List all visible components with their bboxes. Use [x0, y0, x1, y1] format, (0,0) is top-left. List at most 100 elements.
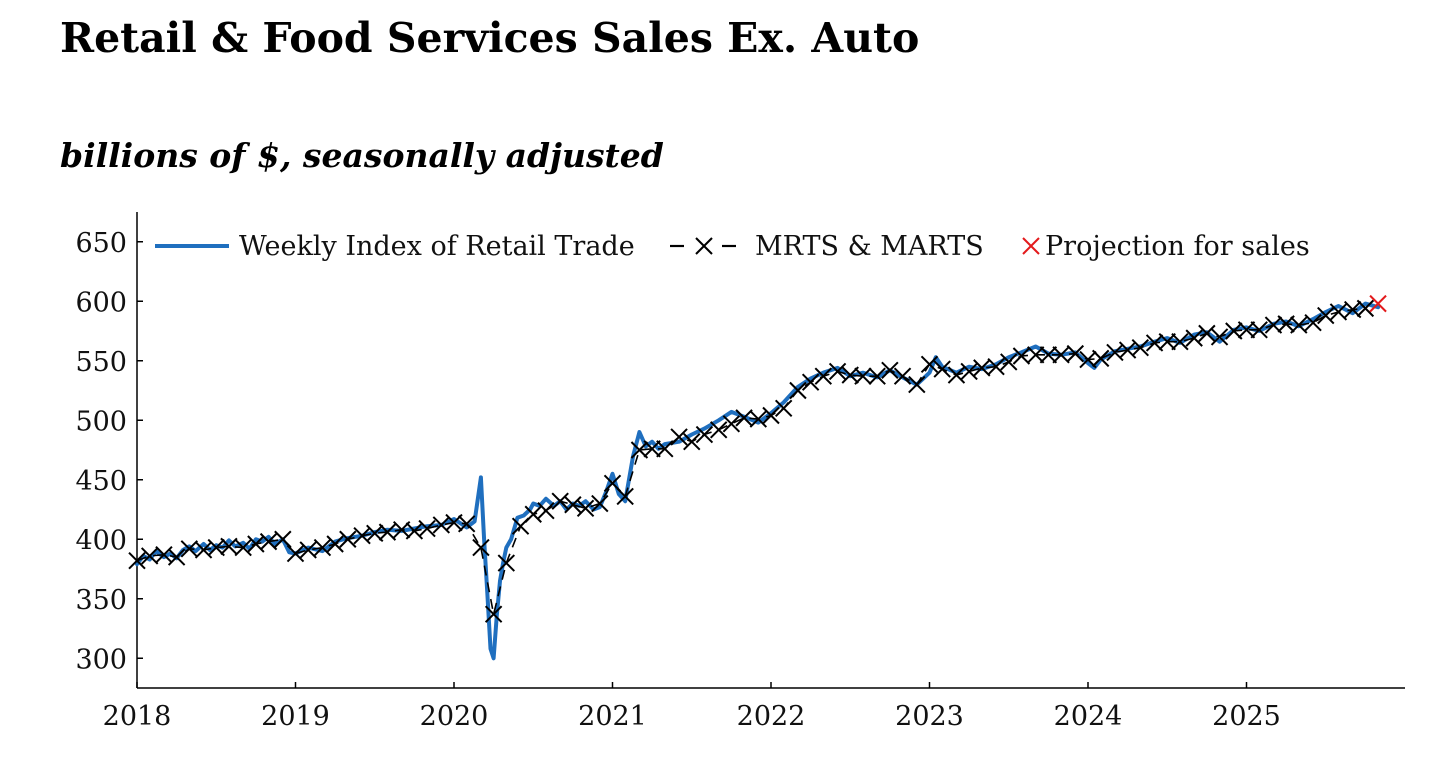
mrts-point-marker: [472, 538, 490, 557]
mrts-point-marker: [960, 362, 978, 381]
chart-title: Retail & Food Services Sales Ex. Auto: [60, 14, 920, 62]
legend-marker-mrts: [695, 237, 713, 255]
projection-point-marker: [1369, 294, 1387, 313]
y-tick-label-400: 400: [75, 525, 127, 556]
mrts-point-marker: [537, 501, 555, 520]
mrts-point-marker: [973, 359, 991, 377]
mrts-point-marker: [457, 515, 476, 533]
chart-subtitle: billions of $, seasonally adjusted: [60, 136, 664, 175]
mrts-point-marker: [591, 494, 609, 513]
mrts-point-marker: [1039, 346, 1058, 364]
mrts-point-marker: [1304, 313, 1322, 332]
y-tick-label-350: 350: [75, 585, 127, 616]
chart-axes: [136, 212, 1405, 689]
y-tick-label-650: 650: [75, 228, 127, 259]
y-tick-label-300: 300: [75, 644, 127, 675]
y-tick-label-500: 500: [75, 406, 127, 437]
mrts-point-marker: [683, 432, 701, 451]
legend-label-mrts: MRTS & MARTS: [755, 231, 984, 262]
mrts-point-marker: [524, 505, 542, 523]
mrts-point-marker: [656, 440, 674, 458]
x-tick-label-2024: 2024: [1054, 701, 1123, 732]
mrts-point-marker: [167, 548, 186, 566]
y-tick-label-450: 450: [75, 466, 127, 497]
mrts-point-marker: [128, 551, 146, 570]
mrts-point-marker: [1012, 347, 1031, 365]
mrts-point-marker: [1210, 328, 1229, 346]
mrts-point-marker: [564, 496, 582, 514]
x-tick-label-2025: 2025: [1212, 701, 1281, 732]
mrts-point-marker: [1356, 299, 1375, 318]
legend-label-weekly-index: Weekly Index of Retail Trade: [239, 231, 635, 262]
y-ticks: 300 350 400 450 500 550 600 650: [75, 228, 143, 675]
mrts-point-marker: [893, 367, 912, 385]
mrts-point-marker: [762, 406, 780, 425]
y-tick-label-600: 600: [75, 287, 127, 318]
x-tick-label-2023: 2023: [895, 701, 964, 732]
mrts-point-marker: [1317, 306, 1335, 325]
series-layer: [128, 294, 1387, 661]
mrts-point-marker: [576, 499, 595, 518]
mrts-point-marker: [868, 367, 886, 385]
mrts-point-marker: [497, 554, 516, 572]
y-tick-label-550: 550: [75, 347, 127, 378]
mrts-point-marker: [1290, 316, 1308, 334]
mrts-point-marker: [670, 428, 688, 446]
series-line-mrts: [136, 307, 1366, 615]
x-tick-label-2022: 2022: [737, 701, 806, 732]
mrts-point-marker: [709, 421, 728, 439]
mrts-point-marker: [1158, 333, 1176, 351]
mrts-point-marker: [1329, 303, 1348, 321]
mrts-point-marker: [908, 375, 926, 394]
mrts-point-marker: [643, 440, 661, 458]
mrts-point-marker: [749, 410, 768, 428]
mrts-point-marker: [774, 399, 793, 418]
legend-label-projection: Projection for sales: [1045, 231, 1310, 262]
chart-legend: Weekly Index of Retail Trade MRTS & MART…: [155, 231, 1310, 262]
mrts-point-marker: [735, 409, 753, 427]
mrts-point-marker: [259, 532, 278, 551]
mrts-point-marker: [616, 487, 634, 506]
mrts-point-marker: [339, 530, 357, 548]
mrts-point-marker: [1250, 321, 1268, 339]
mrts-point-marker: [1131, 338, 1150, 357]
mrts-point-marker: [828, 362, 847, 381]
mrts-point-marker: [234, 538, 252, 557]
mrts-point-marker: [180, 540, 199, 558]
mrts-point-marker: [551, 492, 569, 510]
mrts-point-marker: [814, 367, 833, 385]
mrts-point-marker: [286, 544, 305, 563]
mrts-point-marker: [987, 357, 1005, 376]
legend-marker-projection: [1022, 237, 1040, 255]
mrts-point-marker: [1066, 344, 1085, 363]
mrts-point-marker: [1000, 353, 1018, 371]
mrts-point-marker: [722, 415, 741, 433]
mrts-point-marker: [313, 538, 332, 557]
mrts-point-marker: [1091, 349, 1110, 368]
mrts-point-marker: [1185, 329, 1203, 347]
mrts-point-marker: [1026, 346, 1045, 364]
mrts-point-marker: [789, 381, 807, 400]
mrts-point-marker: [1052, 346, 1070, 364]
mrts-point-marker: [920, 355, 939, 374]
mrts-point-marker: [801, 373, 820, 391]
mrts-point-marker: [854, 367, 872, 385]
mrts-point-marker: [299, 541, 317, 559]
x-ticks: 2018 2019 2020 2021 2022 2023 2024 2025: [103, 682, 1281, 732]
mrts-point-marker: [695, 425, 714, 444]
mrts-point-marker: [1171, 333, 1189, 351]
mrts-point-marker: [326, 535, 344, 553]
mrts-point-marker: [1198, 324, 1216, 343]
mrts-point-marker: [1237, 321, 1256, 339]
mrts-point-marker: [220, 537, 238, 556]
mrts-point-marker: [947, 366, 966, 384]
x-tick-label-2019: 2019: [261, 701, 330, 732]
mrts-point-marker: [933, 360, 951, 378]
mrts-point-marker: [484, 605, 503, 623]
mrts-point-marker: [378, 523, 397, 541]
x-tick-label-2018: 2018: [103, 701, 172, 732]
x-tick-label-2021: 2021: [578, 701, 647, 732]
x-tick-label-2020: 2020: [420, 701, 489, 732]
mrts-point-marker: [881, 361, 899, 379]
